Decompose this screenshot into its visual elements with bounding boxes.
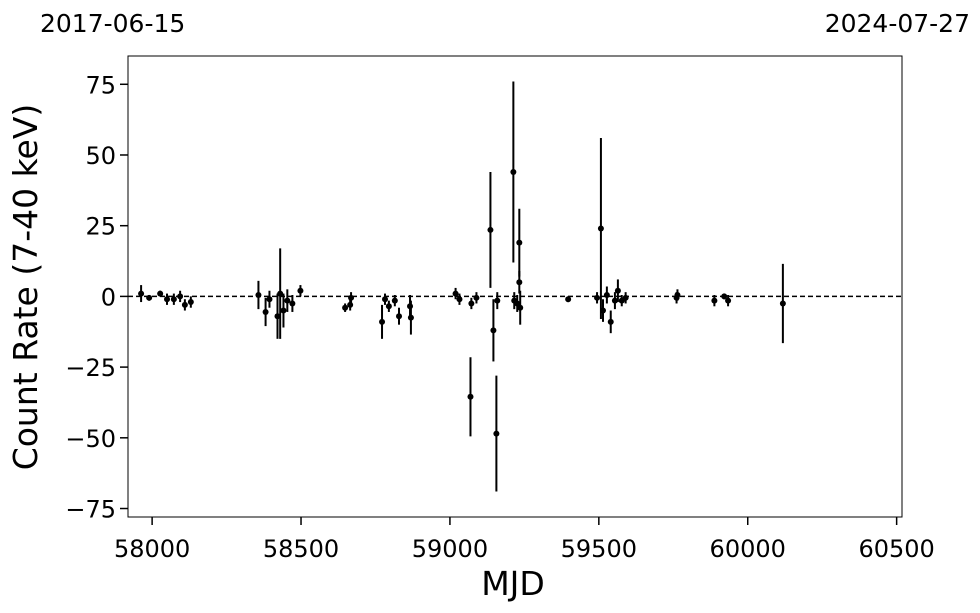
data-point [187, 299, 194, 306]
data-point [597, 225, 604, 232]
data-point [164, 296, 171, 303]
data-point [711, 297, 718, 304]
data-point [516, 279, 523, 286]
data-point [456, 296, 463, 303]
data-point [297, 287, 304, 294]
plot-frame [127, 55, 903, 518]
data-point [396, 313, 403, 320]
x-axis-label: MJD [481, 564, 545, 603]
y-tick-label: −50 [65, 425, 116, 453]
start-date: 2017-06-15 [40, 9, 185, 38]
x-tick-label: 60500 [858, 535, 934, 563]
y-tick-label: −25 [65, 354, 116, 382]
x-tick-label: 59000 [412, 535, 488, 563]
data-point [468, 300, 475, 307]
data-point [284, 297, 291, 304]
data-point [280, 307, 287, 314]
data-point [490, 327, 497, 334]
data-point [289, 300, 296, 307]
data-point [603, 291, 610, 298]
data-point [266, 296, 273, 303]
data-point [138, 290, 145, 297]
data-point [382, 296, 389, 303]
data-point [611, 297, 618, 304]
x-tick-label: 60000 [710, 535, 786, 563]
data-point [493, 430, 500, 437]
data-point [262, 308, 269, 315]
data-point [467, 393, 474, 400]
data-point [517, 304, 524, 311]
end-date: 2024-07-27 [825, 9, 970, 38]
y-tick-label: 0 [101, 283, 116, 311]
data-point [565, 296, 572, 303]
data-point [342, 304, 349, 311]
data-point [274, 313, 281, 320]
data-point [157, 290, 164, 297]
data-point [170, 296, 177, 303]
data-point [614, 287, 621, 294]
y-tick-label: −75 [65, 496, 116, 524]
x-tick-label: 58500 [263, 535, 339, 563]
data-point [721, 293, 728, 300]
data-point [725, 297, 732, 304]
data-point [146, 294, 153, 301]
data-point [516, 239, 523, 246]
data-point [407, 314, 414, 321]
x-tick-label: 58000 [114, 535, 190, 563]
data-point [348, 294, 355, 301]
data-point [510, 168, 517, 175]
data-point [473, 294, 480, 301]
data-point [181, 301, 188, 308]
data-point [391, 297, 398, 304]
y-tick-label: 50 [85, 142, 116, 170]
data-point [177, 293, 184, 300]
data-point [600, 307, 607, 314]
data-point [452, 290, 459, 297]
y-axis-label: Count Rate (7-40 keV) [6, 104, 45, 471]
data-point [607, 318, 614, 325]
data-point [385, 303, 392, 310]
data-point [494, 297, 501, 304]
data-point [594, 294, 601, 301]
y-tick-label: 25 [85, 213, 116, 241]
data-point [622, 294, 629, 301]
data-point [255, 291, 262, 298]
data-point [379, 318, 386, 325]
data-point [514, 300, 521, 307]
data-point [779, 300, 786, 307]
data-point [277, 290, 284, 297]
data-point [674, 291, 681, 298]
data-point [487, 226, 494, 233]
x-tick-label: 59500 [561, 535, 637, 563]
y-tick-label: 75 [85, 71, 116, 99]
